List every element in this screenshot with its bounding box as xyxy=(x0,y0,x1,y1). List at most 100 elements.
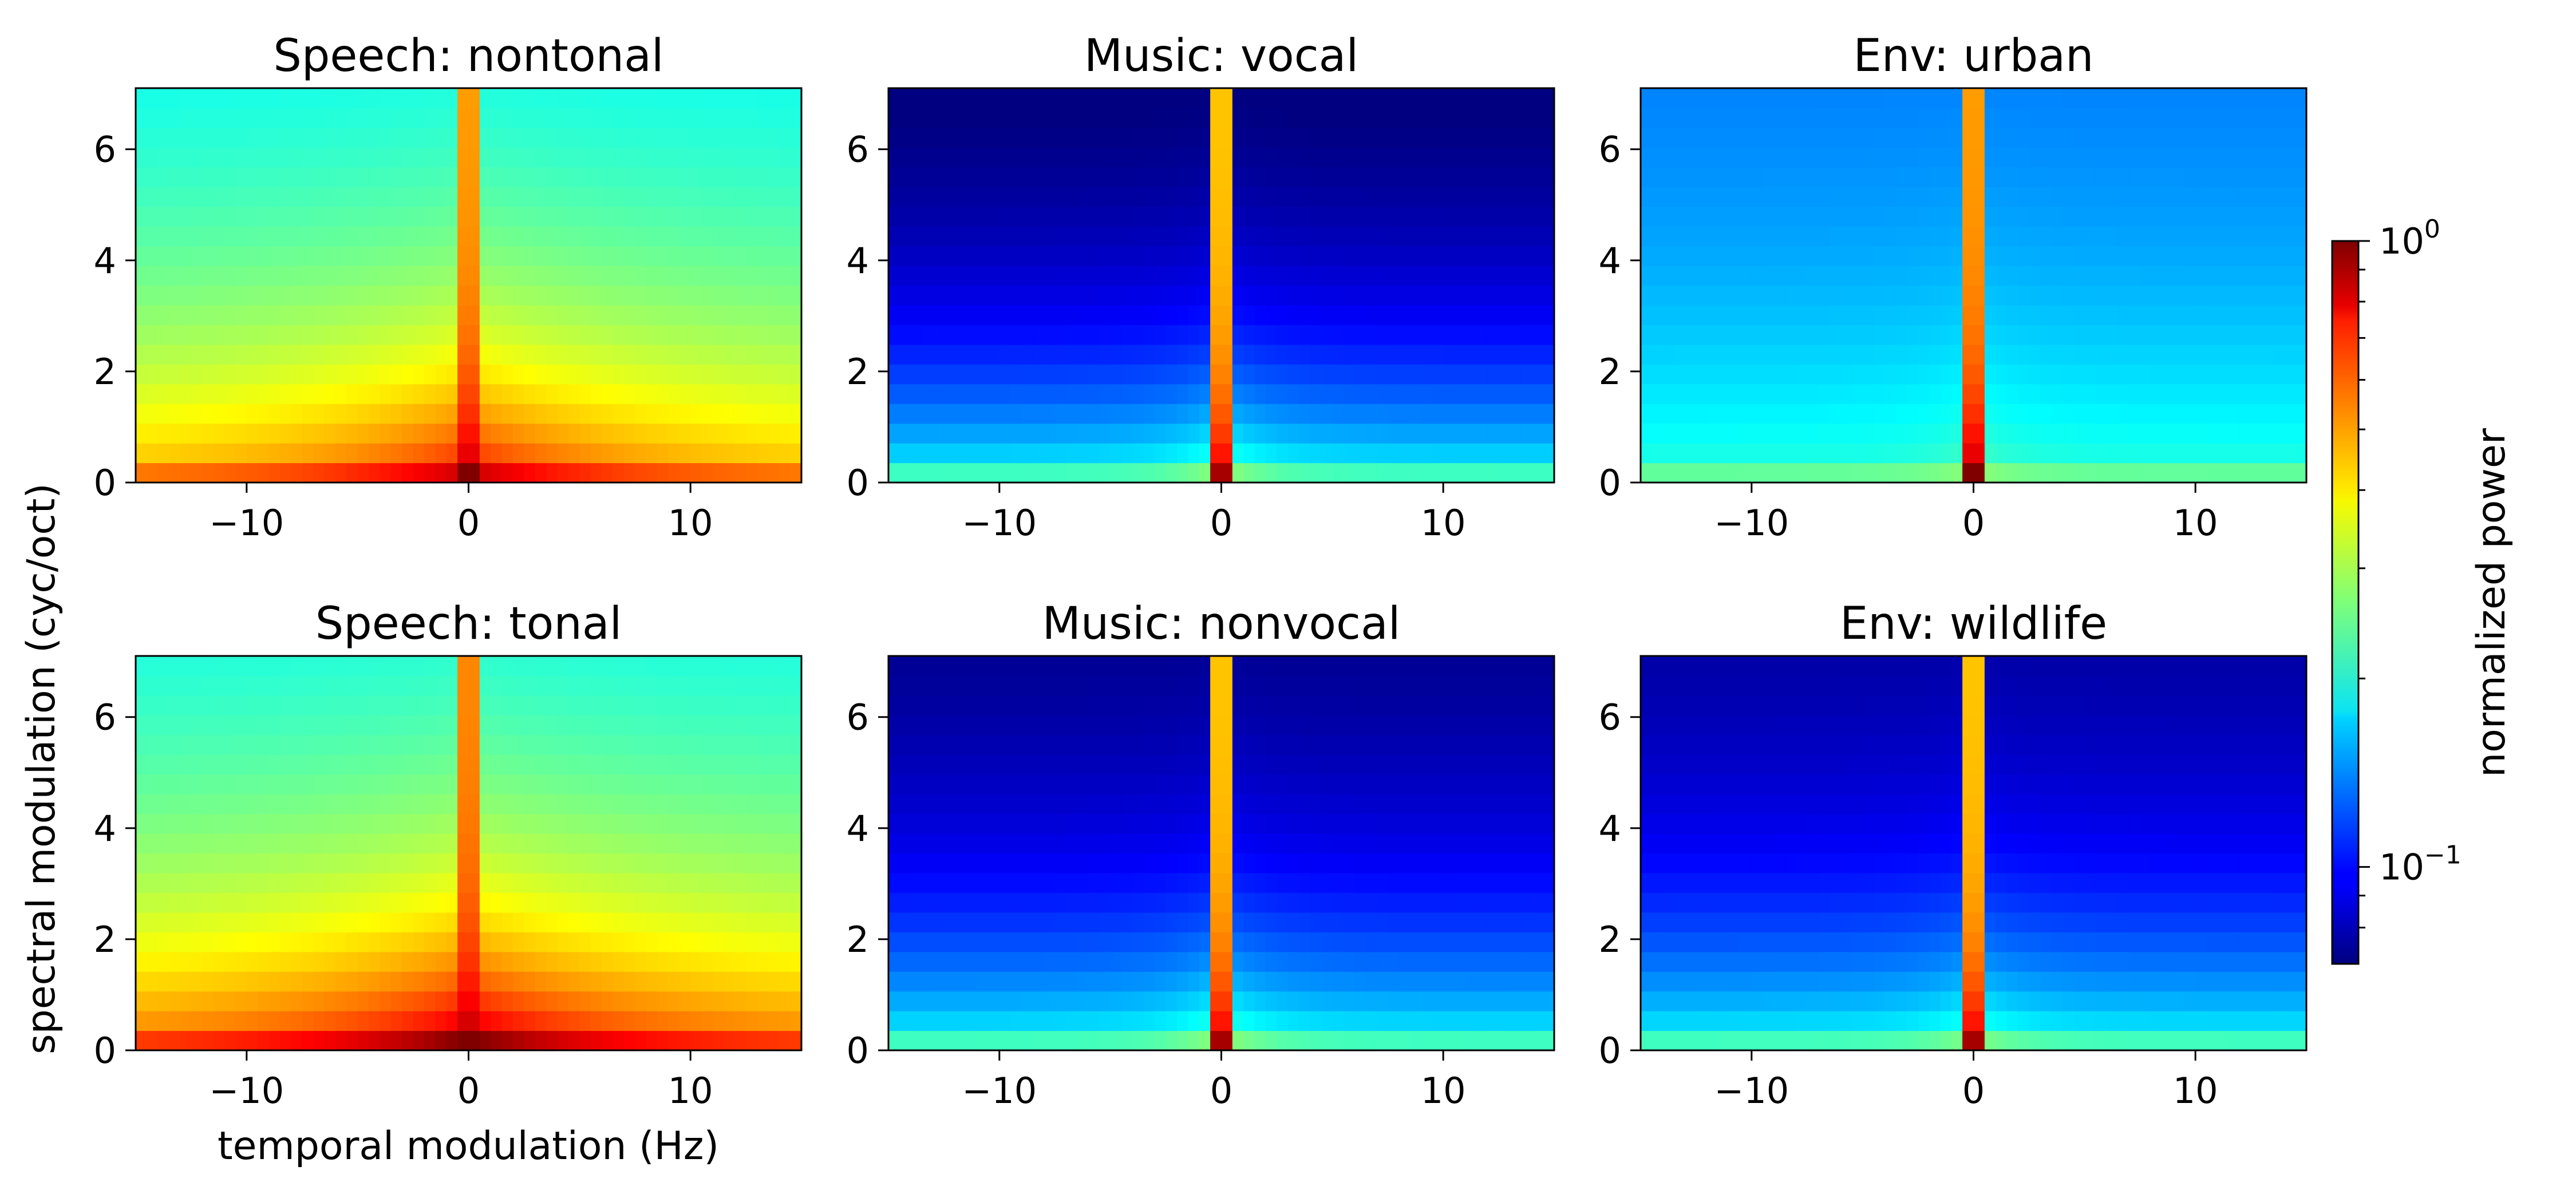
heatmap-cell xyxy=(1740,127,1752,148)
heatmap-cell xyxy=(501,695,513,715)
heatmap-cell xyxy=(180,462,192,483)
heatmap-cell xyxy=(2095,187,2107,207)
heatmap-cell xyxy=(613,226,625,247)
heatmap-cell xyxy=(2073,443,2085,464)
heatmap-cell xyxy=(768,675,780,696)
heatmap-cell xyxy=(602,971,614,992)
heatmap-cell xyxy=(1398,305,1411,325)
heatmap-cell xyxy=(1674,266,1686,286)
heatmap-cell xyxy=(1962,404,1974,424)
heatmap-cell xyxy=(1110,266,1122,286)
heatmap-cell xyxy=(413,932,425,952)
heatmap-cell xyxy=(2284,266,2296,286)
heatmap-cell xyxy=(147,991,159,1011)
heatmap-cell xyxy=(2217,404,2229,424)
heatmap-cell xyxy=(590,951,602,972)
heatmap-cell xyxy=(1176,383,1188,404)
heatmap-cell xyxy=(590,912,602,932)
heatmap-cell xyxy=(1155,187,1167,207)
heatmap-cell xyxy=(590,226,602,247)
heatmap-cell xyxy=(402,774,414,794)
heatmap-cell xyxy=(1077,383,1089,404)
heatmap-cell xyxy=(224,912,236,932)
heatmap-cell xyxy=(1155,285,1167,306)
heatmap-cell xyxy=(1332,1011,1344,1031)
heatmap-cell xyxy=(1740,226,1752,247)
heatmap-cell xyxy=(1054,423,1066,444)
heatmap-cell xyxy=(899,108,911,128)
heatmap-cell xyxy=(1532,1030,1544,1051)
heatmap-cell xyxy=(324,833,336,854)
heatmap-cell xyxy=(424,127,436,148)
heatmap-cell xyxy=(235,344,247,365)
heatmap-cell xyxy=(390,1011,402,1031)
heatmap-cell xyxy=(2195,423,2207,444)
heatmap-cell xyxy=(213,147,225,168)
heatmap-cell xyxy=(369,127,381,148)
heatmap-cell xyxy=(2295,266,2307,286)
heatmap-cell xyxy=(602,872,614,893)
heatmap-cell xyxy=(1044,108,1056,128)
heatmap-cell xyxy=(701,833,713,854)
heatmap-cell xyxy=(491,167,503,187)
heatmap-cell xyxy=(446,813,458,834)
heatmap-cell xyxy=(279,833,291,854)
heatmap-cell xyxy=(1543,305,1555,325)
heatmap-cell xyxy=(1044,147,1056,168)
heatmap-cell xyxy=(491,951,503,972)
heatmap-cell xyxy=(579,344,591,365)
heatmap-cell xyxy=(646,872,658,893)
heatmap-cell xyxy=(768,833,780,854)
heatmap-cell xyxy=(557,715,569,736)
heatmap-cell xyxy=(357,794,369,814)
heatmap-cell xyxy=(1918,462,1930,483)
heatmap-cell xyxy=(977,226,989,247)
heatmap-cell xyxy=(335,853,347,873)
heatmap-cell xyxy=(1818,462,1830,483)
heatmap-cell xyxy=(524,305,536,325)
heatmap-cell xyxy=(335,383,347,404)
y-tick-label: 6 xyxy=(847,129,869,171)
heatmap-cell xyxy=(1499,187,1511,207)
heatmap-cell xyxy=(491,187,503,207)
heatmap-cell xyxy=(479,991,491,1011)
heatmap-cell xyxy=(1054,147,1066,168)
heatmap-cell xyxy=(701,675,713,696)
heatmap-cell xyxy=(1143,206,1155,227)
heatmap-cell xyxy=(279,266,291,286)
heatmap-cell xyxy=(1929,246,1941,266)
heatmap-cell xyxy=(235,695,247,715)
heatmap-cell xyxy=(1907,285,1919,306)
heatmap-cell xyxy=(2217,127,2229,148)
heatmap-cell xyxy=(2029,206,2041,227)
heatmap-cell xyxy=(413,872,425,893)
heatmap-cell xyxy=(546,1030,558,1051)
heatmap-cell xyxy=(2151,404,2163,424)
heatmap-cell xyxy=(1454,226,1466,247)
heatmap-cell xyxy=(712,774,724,794)
heatmap-cell xyxy=(1996,147,2008,168)
heatmap-cell xyxy=(169,206,181,227)
heatmap-cell xyxy=(1143,127,1155,148)
heatmap-cell xyxy=(1066,462,1078,483)
heatmap-cell xyxy=(457,1030,469,1051)
heatmap-cell xyxy=(1121,167,1133,187)
heatmap-cell xyxy=(1763,305,1775,325)
heatmap-cell xyxy=(2040,187,2052,207)
heatmap-cell xyxy=(191,833,203,854)
heatmap-cell xyxy=(335,206,347,227)
heatmap-cell xyxy=(479,1030,491,1051)
heatmap-cell xyxy=(268,853,280,873)
heatmap-cell xyxy=(1443,108,1455,128)
heatmap-cell xyxy=(1132,305,1144,325)
heatmap-cell xyxy=(590,462,602,483)
heatmap-cell xyxy=(933,147,945,168)
heatmap-cell xyxy=(2006,305,2018,325)
heatmap-cell xyxy=(1443,167,1455,187)
heatmap-cell xyxy=(623,813,635,834)
heatmap-cell xyxy=(779,715,791,736)
heatmap-cell xyxy=(346,404,358,424)
heatmap-cell xyxy=(147,206,159,227)
heatmap-cell xyxy=(2195,167,2207,187)
heatmap-cell xyxy=(1032,423,1044,444)
